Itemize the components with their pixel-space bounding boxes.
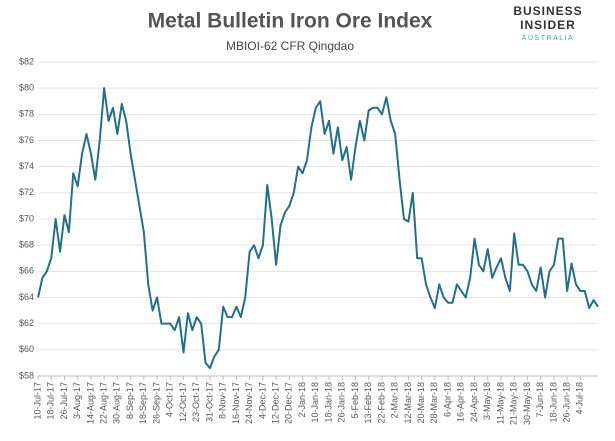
x-tick-label: 11-May-18 — [495, 382, 505, 424]
x-tick-label: 3-May-18 — [482, 382, 492, 420]
y-tick-label: $82 — [19, 56, 34, 66]
x-tick-label: 21-May-18 — [509, 382, 519, 425]
y-tick-label: $64 — [19, 292, 34, 302]
x-tick-label: 22-Feb-18 — [376, 382, 386, 424]
x-tick-label: 4-Oct-17 — [165, 382, 175, 417]
y-tick-label: $76 — [19, 135, 34, 145]
logo: BUSINESS — [513, 4, 582, 18]
x-tick-label: 12-Mar-18 — [403, 382, 413, 424]
x-tick-label: 16-Apr-18 — [456, 382, 466, 422]
x-tick-label: 30-Aug-17 — [112, 382, 122, 424]
x-tick-label: 5-Feb-18 — [350, 382, 360, 419]
y-tick-label: $62 — [19, 318, 34, 328]
x-tick-label: 30-May-18 — [522, 382, 532, 425]
y-tick-label: $58 — [19, 370, 34, 380]
logo: INSIDER — [520, 18, 576, 32]
logo: AUSTRALIA — [522, 35, 574, 42]
x-tick-label: 3-Aug-17 — [72, 382, 82, 419]
x-tick-label: 2-Jan-18 — [297, 382, 307, 418]
x-tick-label: 24-Nov-17 — [244, 382, 254, 424]
y-tick-label: $66 — [19, 266, 34, 276]
series-line — [37, 87, 599, 370]
x-tick-label: 24-Apr-18 — [469, 382, 479, 422]
x-tick-label: 28-Mar-18 — [429, 382, 439, 424]
y-tick-label: $74 — [19, 161, 34, 171]
x-tick-label: 20-Mar-18 — [416, 382, 426, 424]
x-tick-label: 26-Sep-17 — [151, 382, 161, 424]
x-tick-label: 12-Oct-17 — [178, 382, 188, 422]
x-tick-label: 18-Jan-18 — [323, 382, 333, 423]
x-tick-label: 22-Aug-17 — [99, 382, 109, 424]
y-tick-label: $60 — [19, 344, 34, 354]
y-tick-label: $80 — [19, 83, 34, 93]
x-tick-label: 8-Sep-17 — [125, 382, 135, 419]
y-tick-label: $72 — [19, 187, 34, 197]
x-tick-label: 20-Dec-17 — [284, 382, 294, 424]
x-tick-label: 12-Dec-17 — [270, 382, 280, 424]
y-tick-label: $78 — [19, 109, 34, 119]
x-tick-label: 26-Jul-17 — [59, 382, 69, 420]
x-tick-label: 18-Jul-17 — [46, 382, 56, 420]
x-tick-label: 8-Nov-17 — [218, 382, 228, 419]
x-tick-label: 10-Jul-17 — [32, 382, 42, 420]
x-tick-label: 23-Oct-17 — [191, 382, 201, 422]
x-tick-label: 18-Sep-17 — [138, 382, 148, 424]
x-tick-label: 26-Jun-18 — [562, 382, 572, 423]
x-tick-label: 2-Mar-18 — [390, 382, 400, 419]
x-tick-label: 13-Feb-18 — [363, 382, 373, 424]
y-tick-label: $70 — [19, 213, 34, 223]
x-tick-label: 31-Oct-17 — [204, 382, 214, 422]
x-tick-label: 14-Aug-17 — [85, 382, 95, 424]
x-tick-label: 7-Jun-18 — [535, 382, 545, 418]
y-tick-label: $68 — [19, 240, 34, 250]
x-tick-label: 26-Jan-18 — [337, 382, 347, 423]
x-tick-label: 16-Nov-17 — [231, 382, 241, 424]
x-tick-label: 6-Apr-18 — [442, 382, 452, 417]
x-tick-label: 4-Dec-17 — [257, 382, 267, 419]
chart-subtitle: MBIOI-62 CFR Qingdao — [226, 39, 354, 53]
x-tick-label: 18-Jun-18 — [548, 382, 558, 423]
chart-title: Metal Bulletin Iron Ore Index — [148, 10, 433, 33]
x-tick-label: 4-Jul-18 — [575, 382, 585, 415]
x-tick-label: 10-Jan-18 — [310, 382, 320, 423]
